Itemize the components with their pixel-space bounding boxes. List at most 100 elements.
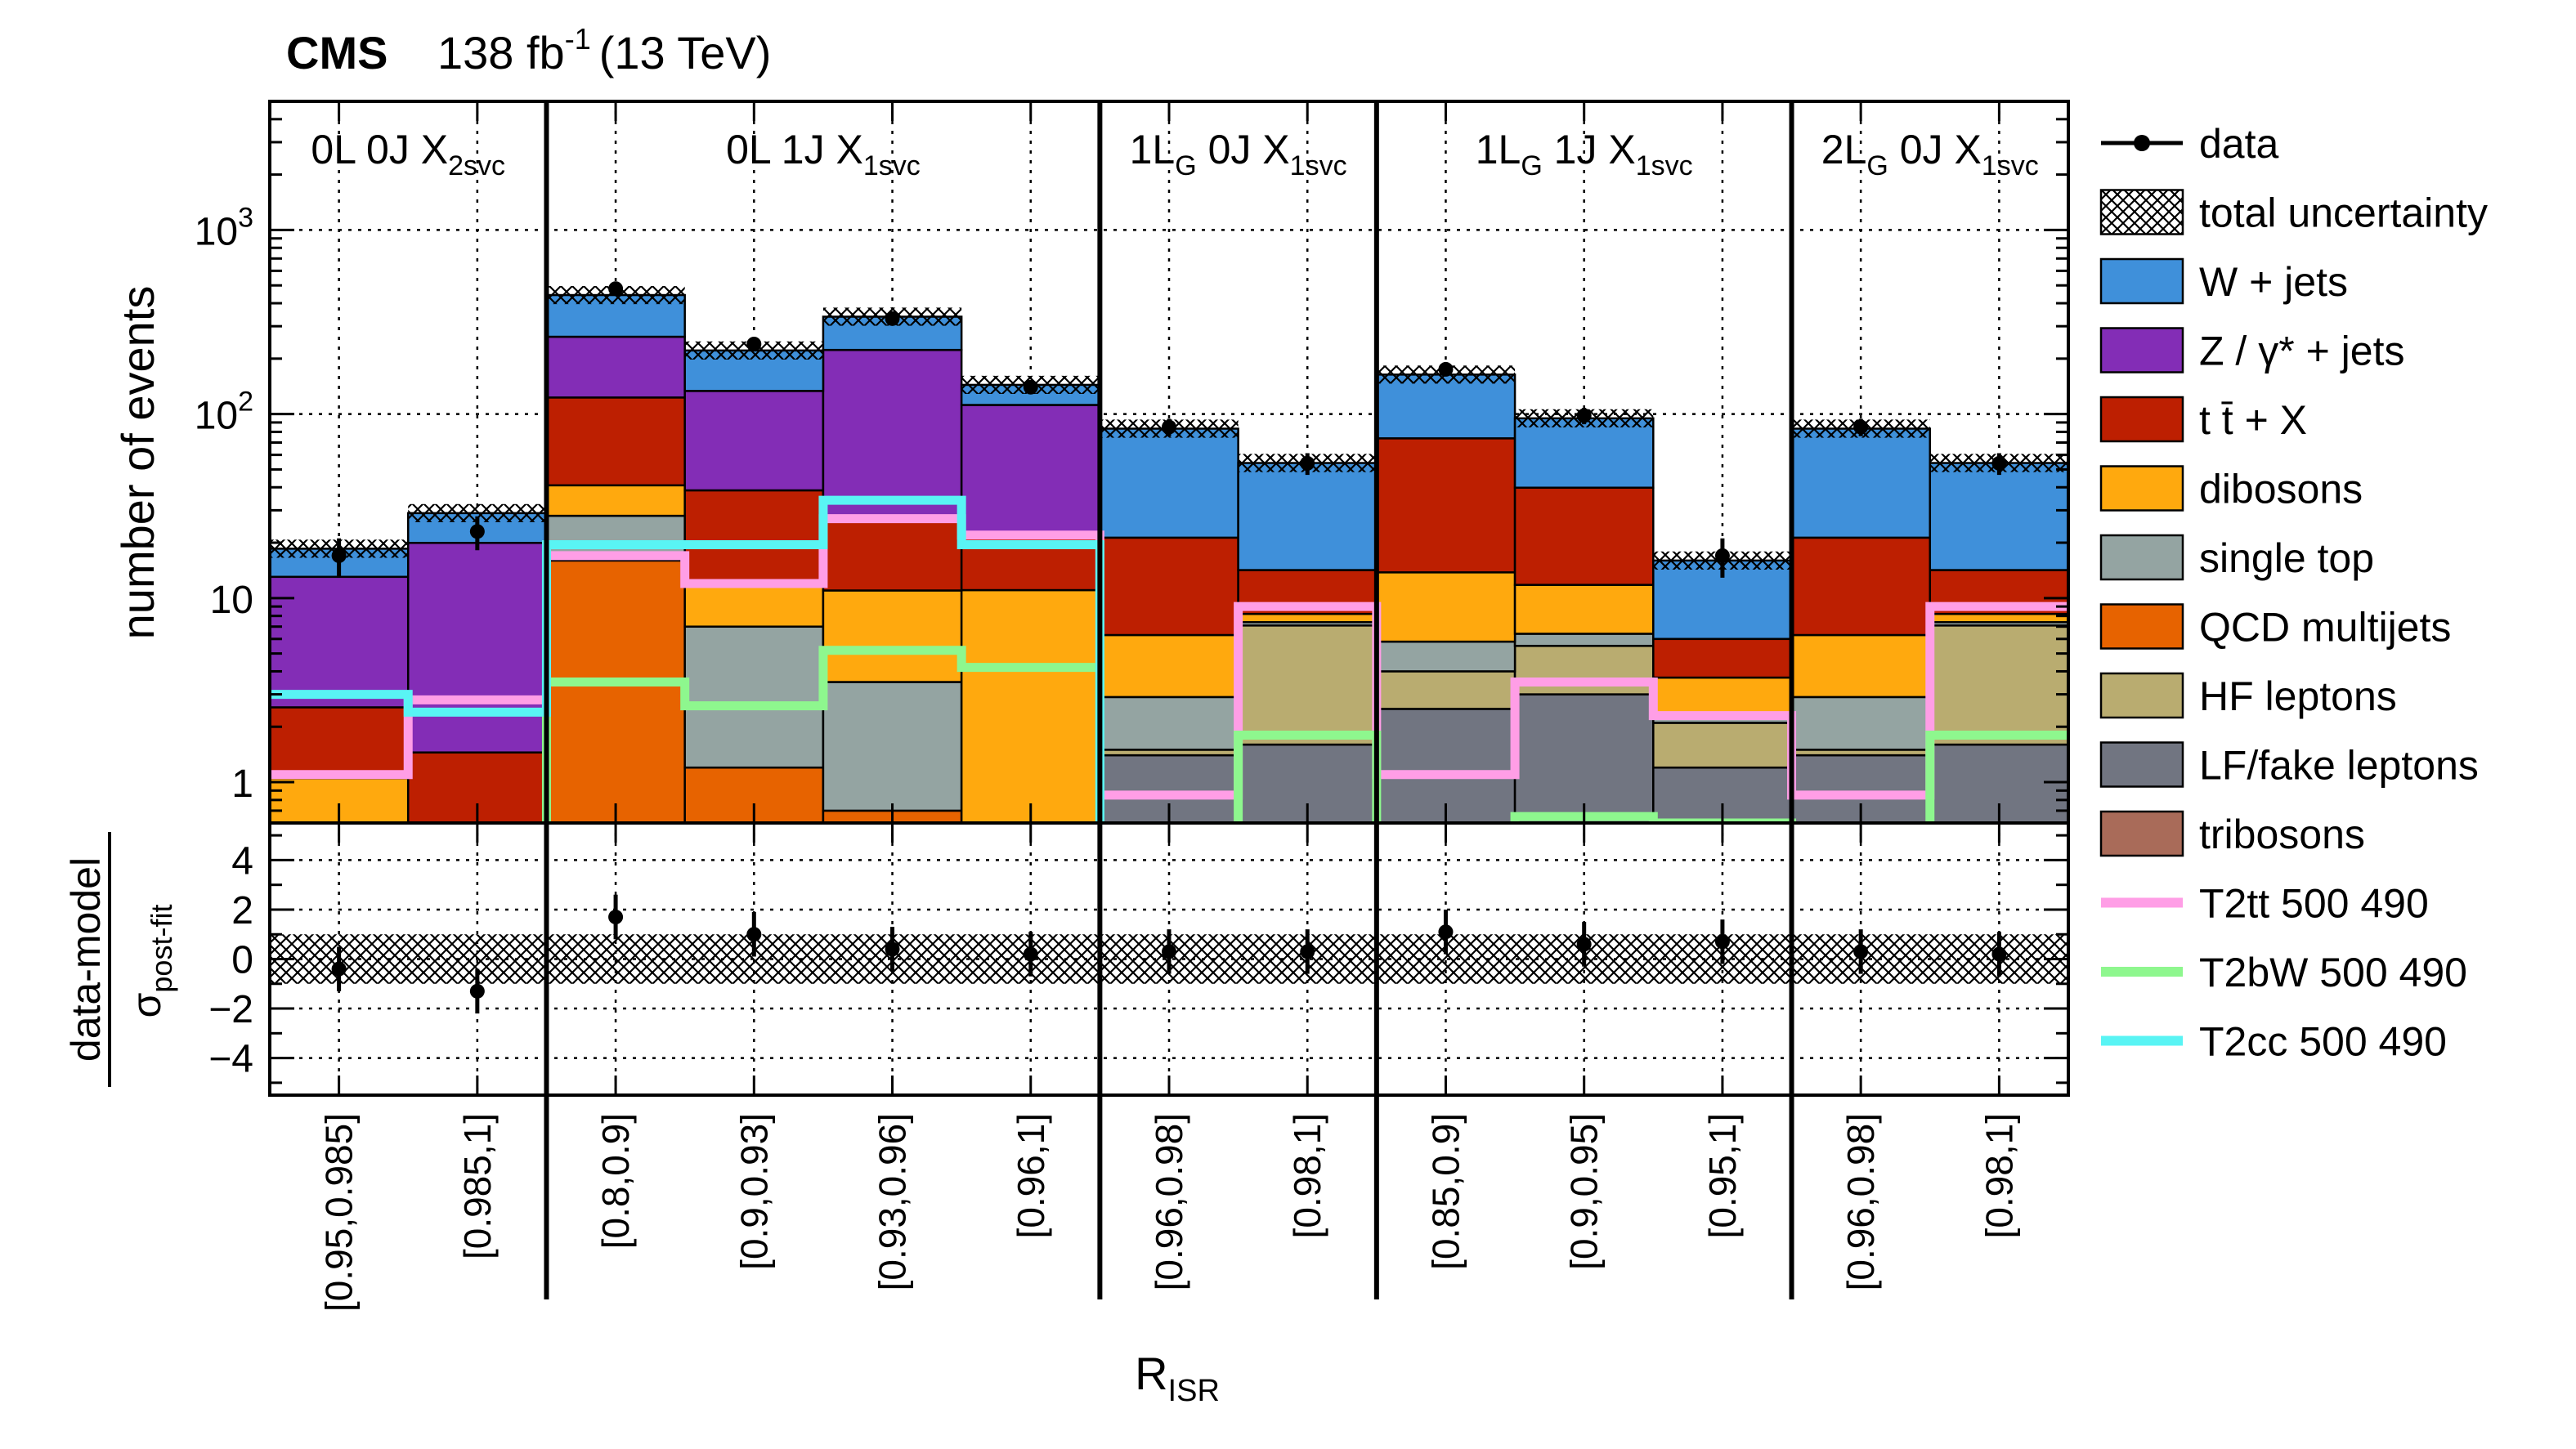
stack-bar — [1375, 670, 1516, 710]
legend-swatch — [2099, 257, 2184, 305]
legend-data-marker — [2134, 135, 2150, 151]
ratio-points — [331, 894, 2007, 1014]
stack-bar — [1099, 695, 1239, 751]
region-label: 2LG 0J X1svc — [1821, 127, 2039, 181]
stack-bar — [1513, 417, 1655, 489]
region-label-part: 2L — [1821, 127, 1867, 172]
legend-swatch — [2099, 327, 2184, 373]
region-label-part: 1L — [1476, 127, 1521, 172]
region-labels: 0L 0J X2svc 0L 1J X1svc 1LG 0J X1svc 1LG 1J… — [311, 127, 2038, 181]
legend-swatch — [2099, 396, 2184, 443]
y-tick-exponent: 2 — [238, 387, 253, 418]
data-point — [331, 548, 347, 563]
ratio-point — [331, 961, 347, 977]
y-tick-label: 103 — [195, 202, 253, 253]
legend-swatch — [2099, 603, 2184, 650]
ratio-tick-label: 4 — [231, 839, 253, 883]
stack-bar — [545, 484, 686, 517]
region-label-part: 0J X — [1197, 127, 1290, 172]
stack-bar — [1929, 612, 2068, 624]
ratio-tick-label: −2 — [208, 988, 253, 1031]
ratio-point — [469, 983, 485, 999]
legend-label: HF leptons — [2199, 673, 2397, 719]
region-label-part: 1svc — [1290, 150, 1347, 181]
stack-bar — [1513, 486, 1655, 586]
ratio-point — [1023, 946, 1038, 962]
legend-label: T2bW 500 490 — [2199, 950, 2467, 995]
data-point — [1853, 419, 1869, 435]
stack-bar — [822, 348, 963, 517]
stack-bar — [1929, 624, 2068, 746]
cms-header: CMS 138 fb-1 (13 TeV) — [286, 22, 771, 78]
x-category-label: [0.96,1] — [1010, 1113, 1052, 1238]
x-category-label: [0.9,0.95] — [1563, 1113, 1606, 1270]
stack-bar — [406, 542, 548, 754]
y-tick-base: 10 — [195, 395, 238, 438]
legend: data total uncertainty W + jets Z / γ* + je… — [2099, 121, 2488, 1065]
x-category-label: [0.93,0.96] — [871, 1113, 914, 1290]
data-point — [1576, 408, 1592, 423]
legend-item: LF/fake leptons — [2099, 741, 2479, 789]
ratio-point — [608, 910, 624, 925]
data-point — [746, 336, 762, 351]
stack-bar — [1513, 584, 1655, 635]
ratio-point — [1853, 944, 1869, 959]
ratio-point — [1162, 944, 1176, 959]
legend-item: single top — [2099, 534, 2374, 581]
x-category-label: [0.95,1] — [1701, 1113, 1744, 1238]
region-label-part: G — [1521, 150, 1542, 181]
x-axis-label: RISR — [1135, 1348, 1220, 1408]
ratio-label-denominator: σpost-fit — [123, 905, 178, 1018]
legend-item: total uncertainty — [2099, 189, 2488, 236]
stack-bar — [960, 404, 1101, 536]
region-label: 0L 0J X2svc — [311, 127, 505, 181]
legend-item: HF leptons — [2099, 672, 2397, 719]
region-label-part: 1J X — [1543, 127, 1636, 172]
signal-line — [541, 646, 2068, 823]
ratio-point — [1300, 944, 1315, 959]
region-label-part: 0L 0J X — [311, 127, 448, 172]
region-label-part: 1L — [1130, 127, 1176, 172]
stack-bar — [1929, 462, 2068, 571]
legend-swatch — [2099, 810, 2184, 857]
data-point — [885, 311, 900, 326]
legend-label: t t̄ + X — [2199, 397, 2307, 443]
region-label: 0L 1J X1svc — [726, 127, 921, 181]
y-axis-label: number of events — [112, 286, 164, 640]
legend-item: Z / γ* + jets — [2099, 327, 2404, 374]
stack-bar — [683, 585, 825, 628]
ratio-grid — [270, 823, 2068, 1095]
stack-bar — [1375, 437, 1516, 574]
stack-bar — [683, 625, 825, 769]
y-tick-label: 102 — [195, 387, 253, 438]
data-point — [1162, 419, 1176, 435]
x-category-labels: [0.95,0.985] [0.985,1] [0.8,0.9] [0.9,0.93]… — [318, 1113, 2021, 1312]
y-tick-base: 10 — [210, 579, 253, 622]
stack-bar — [1790, 633, 1932, 699]
ratio-point — [1438, 924, 1454, 940]
stack-bar — [1375, 640, 1516, 673]
region-label-part: 1svc — [1636, 150, 1693, 181]
legend-item: dibosons — [2099, 465, 2363, 512]
experiment-label: CMS — [286, 27, 388, 78]
region-separators — [544, 101, 1794, 823]
stack-bar — [545, 335, 686, 399]
stack-bar — [1790, 536, 1932, 637]
stack-bar — [1237, 624, 1378, 746]
stack-bar — [1237, 612, 1378, 624]
y-tick-label: 10 — [210, 579, 253, 622]
ratio-tick-label: 0 — [231, 939, 253, 982]
data-point — [1023, 379, 1038, 395]
ratio-point — [746, 927, 762, 942]
legend-item: QCD multijets — [2099, 603, 2451, 651]
legend-label: QCD multijets — [2199, 605, 2451, 651]
data-point — [608, 281, 624, 297]
stack-bar — [1652, 676, 1793, 717]
stack-bar — [1790, 427, 1932, 539]
stack-bar — [1237, 462, 1378, 571]
legend-swatch — [2099, 465, 2184, 512]
stack-bar — [683, 489, 825, 588]
region-label-part: 0J X — [1888, 127, 1982, 172]
legend-item: tribosons — [2099, 810, 2365, 857]
